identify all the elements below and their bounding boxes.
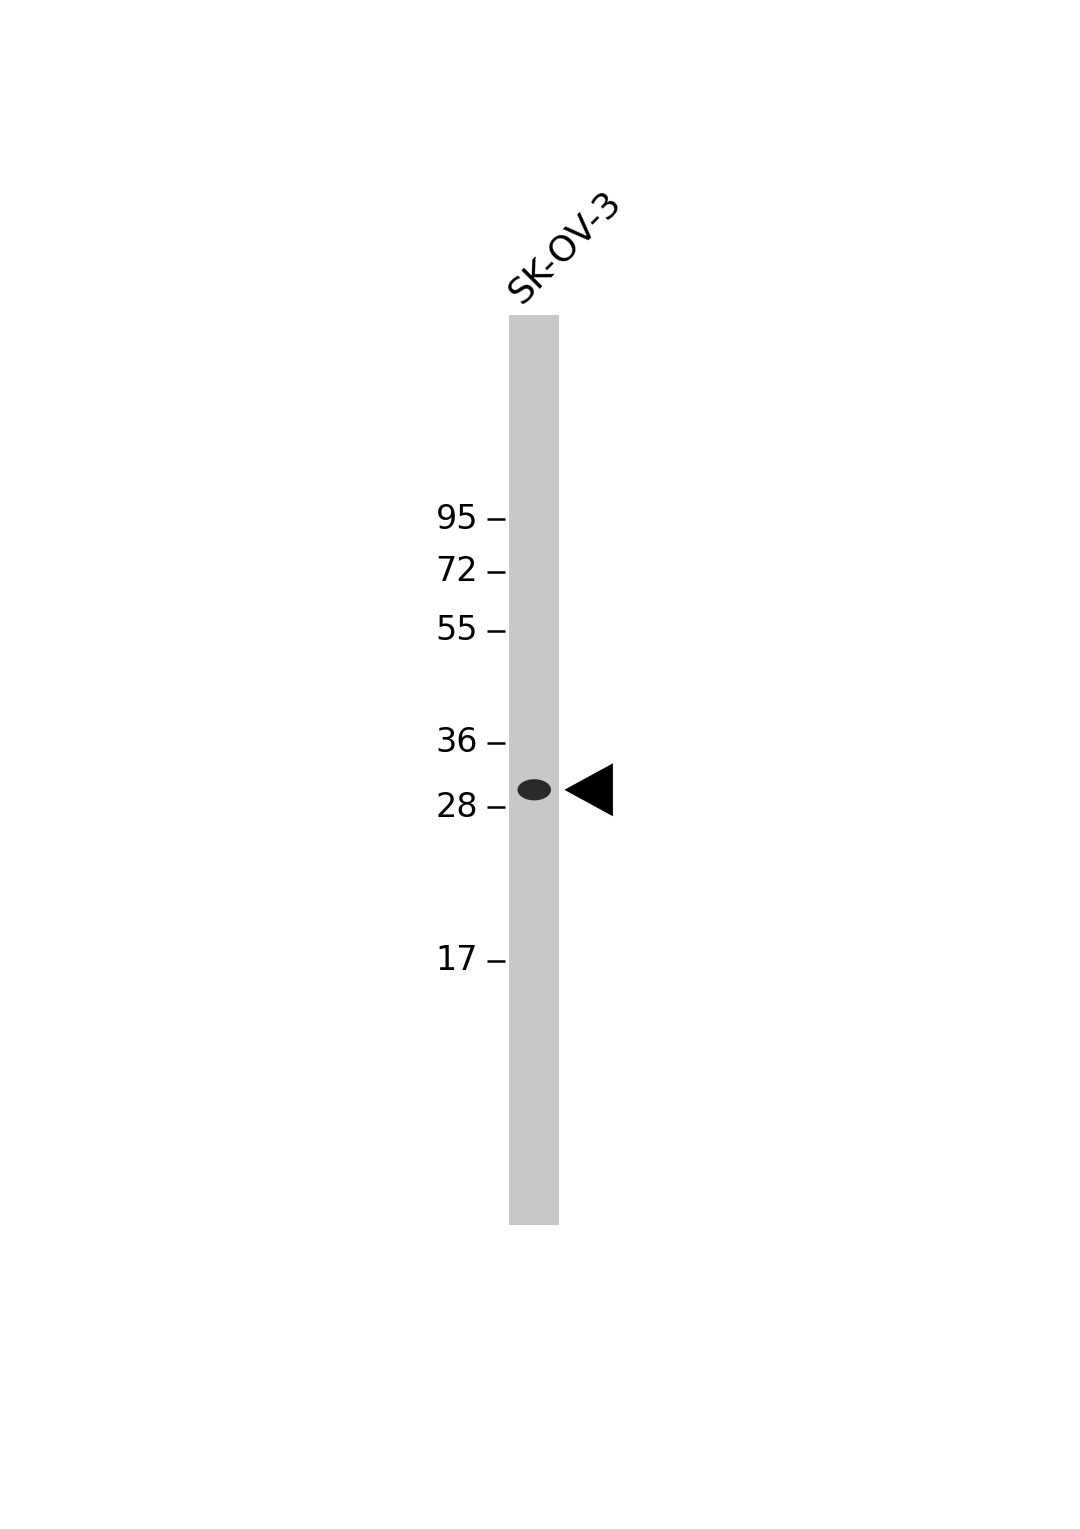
Text: 95: 95 [435,503,478,535]
Text: 28: 28 [435,790,478,824]
Text: SK-OV-3: SK-OV-3 [502,183,627,309]
Text: 55: 55 [435,615,478,647]
Text: 36: 36 [435,726,478,760]
Text: 72: 72 [435,555,478,589]
Bar [509,315,559,1225]
Text: 17: 17 [435,943,478,977]
Polygon shape [565,763,613,816]
Ellipse shape [517,780,551,800]
